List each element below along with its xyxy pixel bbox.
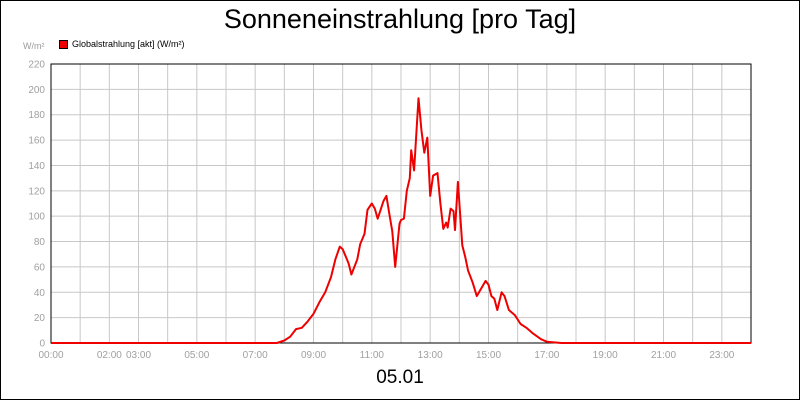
- x-tick-label: 00:00: [38, 350, 63, 361]
- y-tick-label: 100: [28, 212, 45, 223]
- y-tick-label: 0: [39, 339, 45, 350]
- x-tick-label: 09:00: [301, 350, 326, 361]
- grid-layer: [51, 64, 751, 343]
- y-tick-label: 140: [28, 161, 45, 172]
- plot-border: [50, 63, 752, 344]
- legend-swatch: [59, 39, 68, 49]
- axis-layer: 0 20 40 60 80 100 120 140 160 180 200 220 00:00 02:00…: [28, 60, 752, 361]
- x-axis-caption: 05.01: [376, 367, 424, 388]
- y-tick-label: 60: [34, 262, 46, 273]
- legend-label: Globalstrahlung [akt] (W/m²): [72, 39, 185, 49]
- x-tick-label: 13:00: [418, 350, 443, 361]
- chart-title: Sonneneinstrahlung [pro Tag]: [223, 4, 577, 34]
- y-tick-label: 40: [34, 288, 46, 299]
- y-tick-label: 200: [28, 85, 45, 96]
- y-axis-unit: W/m²: [23, 41, 45, 51]
- series-layer: [51, 97, 751, 344]
- y-tick-label: 120: [28, 186, 45, 197]
- y-tick-label: 20: [34, 313, 46, 324]
- x-tick-label: 17:00: [534, 350, 559, 361]
- x-tick-label: 21:00: [651, 350, 676, 361]
- x-tick-label: 19:00: [593, 350, 618, 361]
- y-tick-label: 80: [34, 237, 46, 248]
- y-tick-label: 160: [28, 136, 45, 147]
- x-tick-label: 11:00: [360, 350, 385, 361]
- x-tick-label: 07:00: [243, 350, 268, 361]
- legend: Globalstrahlung [akt] (W/m²): [59, 39, 185, 49]
- x-tick-label: 05:00: [184, 350, 209, 361]
- x-tick-label: 03:00: [126, 350, 151, 361]
- series-line-globalstrahlung: [51, 97, 751, 344]
- x-tick-label: 02:00: [97, 350, 122, 361]
- y-tick-label: 220: [28, 60, 45, 71]
- x-tick-label: 23:00: [709, 350, 734, 361]
- y-tick-label: 180: [28, 110, 45, 121]
- x-tick-label: 15:00: [476, 350, 501, 361]
